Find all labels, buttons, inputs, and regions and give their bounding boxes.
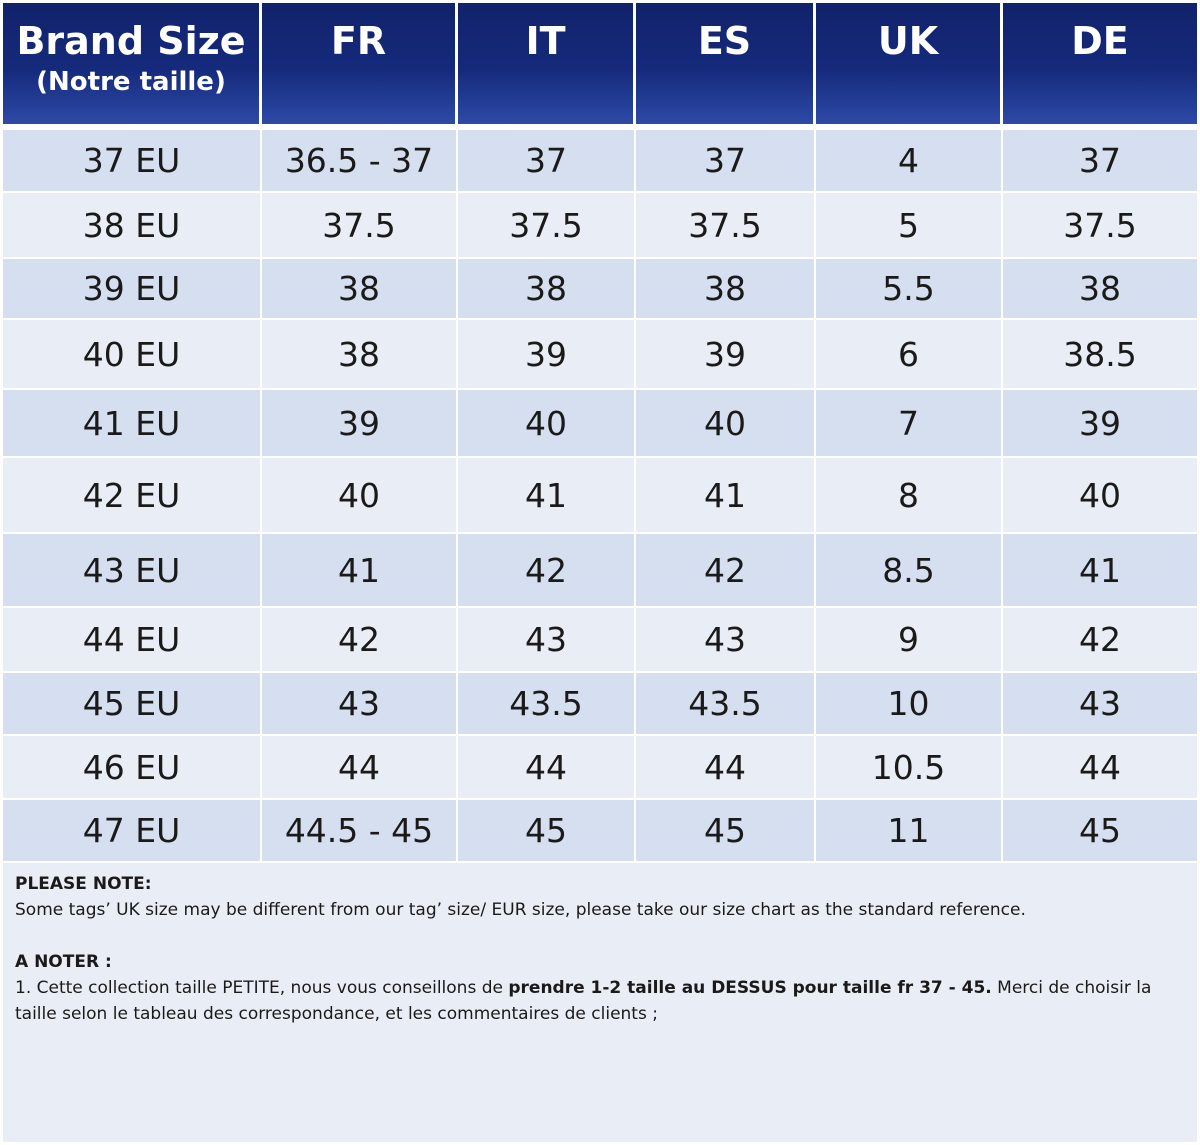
header-brand-size-sub: (Notre taille) bbox=[36, 67, 226, 97]
note-en-title: PLEASE NOTE: bbox=[15, 874, 152, 894]
table-row: 38 EU 37.5 37.5 37.5 5 37.5 bbox=[3, 193, 1197, 259]
cell-brand-size: 43 EU bbox=[3, 534, 262, 608]
cell-brand-size: 39 EU bbox=[3, 259, 262, 320]
cell-uk: 5 bbox=[816, 193, 1003, 259]
cell-de: 37.5 bbox=[1003, 193, 1197, 259]
cell-brand-size: 40 EU bbox=[3, 320, 262, 390]
cell-es: 38 bbox=[636, 259, 816, 320]
cell-it: 38 bbox=[458, 259, 636, 320]
cell-brand-size: 42 EU bbox=[3, 458, 262, 534]
cell-it: 43 bbox=[458, 608, 636, 673]
cell-brand-size: 45 EU bbox=[3, 673, 262, 736]
header-uk: UK bbox=[816, 3, 1003, 130]
cell-uk: 8 bbox=[816, 458, 1003, 534]
cell-es: 40 bbox=[636, 390, 816, 458]
cell-fr: 37.5 bbox=[262, 193, 458, 259]
table-row: 47 EU 44.5 - 45 45 45 11 45 bbox=[3, 800, 1197, 863]
cell-uk: 6 bbox=[816, 320, 1003, 390]
cell-de: 45 bbox=[1003, 800, 1197, 863]
cell-uk: 4 bbox=[816, 130, 1003, 193]
note-en-text: Some tags’ UK size may be different from… bbox=[15, 900, 1026, 920]
cell-uk: 10.5 bbox=[816, 736, 1003, 800]
cell-es: 37.5 bbox=[636, 193, 816, 259]
cell-it: 45 bbox=[458, 800, 636, 863]
table-row: 46 EU 44 44 44 10.5 44 bbox=[3, 736, 1197, 800]
cell-fr: 38 bbox=[262, 320, 458, 390]
cell-es: 42 bbox=[636, 534, 816, 608]
table-row: 44 EU 42 43 43 9 42 bbox=[3, 608, 1197, 673]
cell-es: 37 bbox=[636, 130, 816, 193]
cell-it: 44 bbox=[458, 736, 636, 800]
cell-es: 44 bbox=[636, 736, 816, 800]
header-brand-size: Brand Size (Notre taille) bbox=[3, 3, 262, 130]
cell-es: 43 bbox=[636, 608, 816, 673]
header-brand-size-main: Brand Size bbox=[16, 19, 246, 63]
header-de: DE bbox=[1003, 3, 1197, 130]
cell-brand-size: 41 EU bbox=[3, 390, 262, 458]
cell-fr: 44.5 - 45 bbox=[262, 800, 458, 863]
cell-fr: 44 bbox=[262, 736, 458, 800]
cell-fr: 39 bbox=[262, 390, 458, 458]
note-fr-text: 1. Cette collection taille PETITE, nous … bbox=[15, 975, 1185, 1027]
cell-fr: 36.5 - 37 bbox=[262, 130, 458, 193]
size-table: Brand Size (Notre taille) FR IT ES UK DE… bbox=[3, 3, 1197, 863]
cell-de: 43 bbox=[1003, 673, 1197, 736]
size-chart: Brand Size (Notre taille) FR IT ES UK DE… bbox=[3, 3, 1197, 1142]
cell-uk: 11 bbox=[816, 800, 1003, 863]
header-fr: FR bbox=[262, 3, 458, 130]
cell-fr: 43 bbox=[262, 673, 458, 736]
cell-uk: 5.5 bbox=[816, 259, 1003, 320]
cell-fr: 38 bbox=[262, 259, 458, 320]
header-it: IT bbox=[458, 3, 636, 130]
cell-fr: 42 bbox=[262, 608, 458, 673]
cell-it: 43.5 bbox=[458, 673, 636, 736]
cell-it: 37.5 bbox=[458, 193, 636, 259]
table-row: 37 EU 36.5 - 37 37 37 4 37 bbox=[3, 130, 1197, 193]
table-row: 41 EU 39 40 40 7 39 bbox=[3, 390, 1197, 458]
cell-brand-size: 37 EU bbox=[3, 130, 262, 193]
table-row: 45 EU 43 43.5 43.5 10 43 bbox=[3, 673, 1197, 736]
cell-de: 42 bbox=[1003, 608, 1197, 673]
note-fr-title: A NOTER : bbox=[15, 952, 112, 972]
table-row: 39 EU 38 38 38 5.5 38 bbox=[3, 259, 1197, 320]
cell-it: 40 bbox=[458, 390, 636, 458]
header-es: ES bbox=[636, 3, 816, 130]
cell-de: 38 bbox=[1003, 259, 1197, 320]
cell-uk: 10 bbox=[816, 673, 1003, 736]
cell-it: 42 bbox=[458, 534, 636, 608]
note-fr-text-bold: prendre 1-2 taille au DESSUS pour taille… bbox=[508, 978, 992, 998]
cell-brand-size: 38 EU bbox=[3, 193, 262, 259]
cell-de: 38.5 bbox=[1003, 320, 1197, 390]
cell-fr: 40 bbox=[262, 458, 458, 534]
cell-es: 39 bbox=[636, 320, 816, 390]
cell-de: 44 bbox=[1003, 736, 1197, 800]
cell-it: 39 bbox=[458, 320, 636, 390]
cell-it: 41 bbox=[458, 458, 636, 534]
cell-uk: 8.5 bbox=[816, 534, 1003, 608]
cell-brand-size: 47 EU bbox=[3, 800, 262, 863]
cell-uk: 7 bbox=[816, 390, 1003, 458]
cell-de: 40 bbox=[1003, 458, 1197, 534]
cell-de: 37 bbox=[1003, 130, 1197, 193]
cell-de: 39 bbox=[1003, 390, 1197, 458]
table-row: 40 EU 38 39 39 6 38.5 bbox=[3, 320, 1197, 390]
cell-fr: 41 bbox=[262, 534, 458, 608]
note-fr-text-2: Merci de choisir la taille selon le tabl… bbox=[15, 978, 1152, 1024]
table-row: 43 EU 41 42 42 8.5 41 bbox=[3, 534, 1197, 608]
cell-es: 43.5 bbox=[636, 673, 816, 736]
table-row: 42 EU 40 41 41 8 40 bbox=[3, 458, 1197, 534]
table-body: 37 EU 36.5 - 37 37 37 4 37 38 EU 37.5 37.5 37.5 5 3… bbox=[3, 130, 1197, 863]
cell-es: 41 bbox=[636, 458, 816, 534]
cell-brand-size: 44 EU bbox=[3, 608, 262, 673]
cell-de: 41 bbox=[1003, 534, 1197, 608]
cell-uk: 9 bbox=[816, 608, 1003, 673]
note-fr-text-1: 1. Cette collection taille PETITE, nous … bbox=[15, 978, 509, 998]
cell-brand-size: 46 EU bbox=[3, 736, 262, 800]
notes-section: PLEASE NOTE: Some tags’ UK size may be d… bbox=[3, 863, 1197, 1027]
cell-es: 45 bbox=[636, 800, 816, 863]
header-row: Brand Size (Notre taille) FR IT ES UK DE bbox=[3, 3, 1197, 130]
cell-it: 37 bbox=[458, 130, 636, 193]
